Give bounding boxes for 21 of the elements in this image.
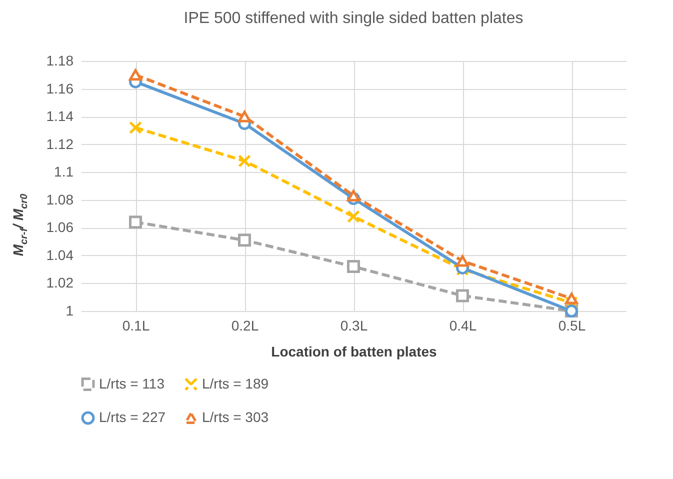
y-tick-label: 1.14 — [46, 108, 74, 124]
y-tick-label: 1.16 — [46, 80, 74, 96]
legend-label: L/rts = 303 — [202, 409, 269, 425]
y-tick-label: 1.08 — [46, 191, 74, 208]
x-tick-label: 0.1L — [122, 318, 150, 334]
y-tick-label: 1.12 — [46, 136, 74, 152]
x-tick-label: 0.2L — [231, 318, 259, 334]
y-tick-label: 1.02 — [46, 274, 74, 291]
legend-label: L/rts = 227 — [99, 409, 166, 425]
y-tick-label: 1.06 — [46, 219, 74, 236]
x-tick-label: 0.3L — [340, 318, 368, 334]
y-tick-label: 1.1 — [54, 164, 74, 180]
legend-label: L/rts = 189 — [202, 375, 269, 392]
legend-label: L/rts = 113 — [99, 375, 165, 392]
x-tick-label: 0.5L — [558, 318, 586, 334]
x-axis-title: Location of batten plates — [271, 344, 438, 360]
y-tick-label: 1.18 — [46, 52, 74, 68]
chart-title: IPE 500 stiffened with single sided batten plates — [184, 10, 524, 27]
x-tick-label: 0.4L — [449, 318, 477, 334]
y-tick-label: 1 — [66, 302, 74, 318]
y-tick-label: 1.04 — [46, 246, 74, 263]
